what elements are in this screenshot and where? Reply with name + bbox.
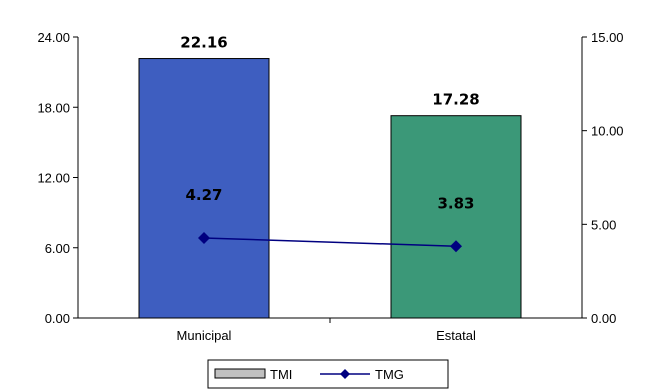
category-label: Estatal <box>436 328 476 343</box>
line-series-tmg <box>203 237 457 248</box>
line-data-label: 4.27 <box>185 186 222 204</box>
bar-municipal <box>138 58 270 319</box>
legend: TMI TMG <box>207 359 449 389</box>
bar-estatal <box>390 115 522 319</box>
y-left-tick-label: 12.00 <box>37 171 70 186</box>
y-right-tick-label: 10.00 <box>591 124 624 139</box>
plot-area: 0.00 6.00 12.00 18.00 24.00 0.00 5.00 10.00 15.0… <box>37 30 623 343</box>
y-left-tick-label: 18.00 <box>37 100 70 115</box>
legend-label-tmi: TMI <box>270 367 292 382</box>
y-right-tick-label: 0.00 <box>591 311 616 326</box>
category-label: Municipal <box>177 328 232 343</box>
y-left-tick-label: 6.00 <box>45 241 70 256</box>
line-data-label: 3.83 <box>437 194 474 212</box>
y-right-tick-label: 5.00 <box>591 217 616 232</box>
y-left-tick-label: 0.00 <box>45 311 70 326</box>
line-point-marker <box>450 240 462 253</box>
y-left-tick-label: 24.00 <box>37 30 70 45</box>
legend-label-tmg: TMG <box>375 367 404 382</box>
bar-data-label: 22.16 <box>180 34 227 52</box>
legend-marker-tmg <box>340 369 350 379</box>
bar-data-label: 17.28 <box>432 91 479 109</box>
line-point-marker <box>198 232 210 245</box>
y-right-tick-label: 15.00 <box>591 30 624 45</box>
legend-swatch-tmi <box>214 368 266 379</box>
